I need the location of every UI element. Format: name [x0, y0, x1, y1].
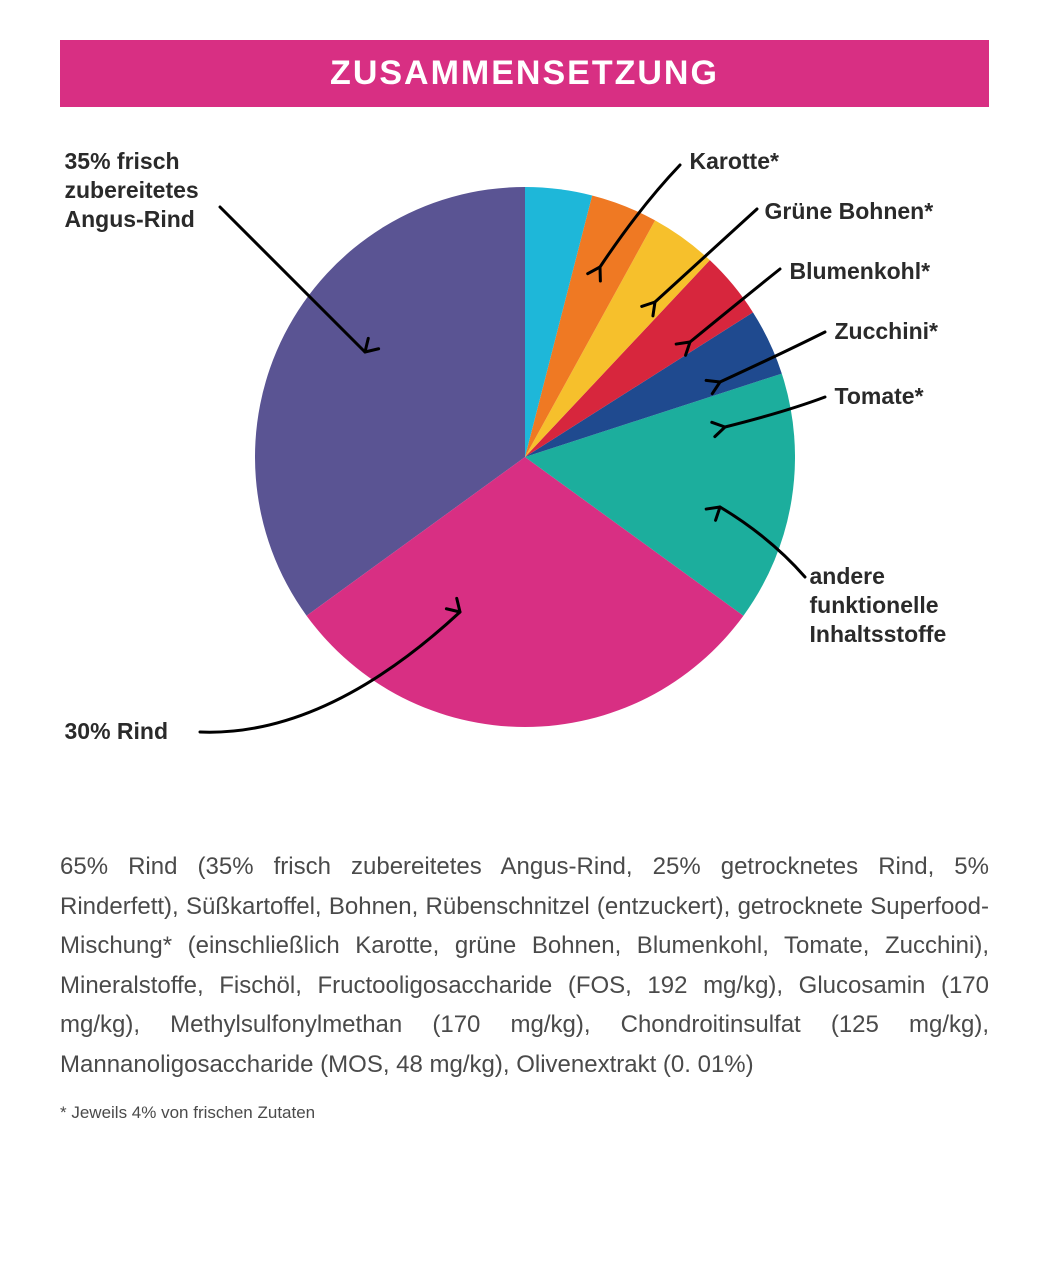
- slice-label: Grüne Bohnen*: [765, 197, 934, 226]
- slice-label: Blumenkohl*: [790, 257, 931, 286]
- pie-chart-svg: [255, 187, 795, 727]
- slice-label: andere funktionelle Inhaltsstoffe: [810, 562, 947, 648]
- slice-label: Zucchini*: [835, 317, 939, 346]
- title-text: ZUSAMMENSETZUNG: [330, 54, 719, 92]
- footnote: * Jeweils 4% von frischen Zutaten: [60, 1103, 989, 1123]
- slice-label: 35% frisch zubereitetes Angus-Rind: [65, 147, 199, 233]
- slice-label: 30% Rind: [65, 717, 169, 746]
- title-bar: ZUSAMMENSETZUNG: [60, 40, 989, 107]
- pie-chart-area: 35% frisch zubereitetes Angus-Rind 30% Ri…: [65, 137, 985, 817]
- slice-label: Karotte*: [690, 147, 779, 176]
- ingredients-description: 65% Rind (35% frisch zubereitetes Angus-…: [60, 847, 989, 1085]
- slice-label: Tomate*: [835, 382, 924, 411]
